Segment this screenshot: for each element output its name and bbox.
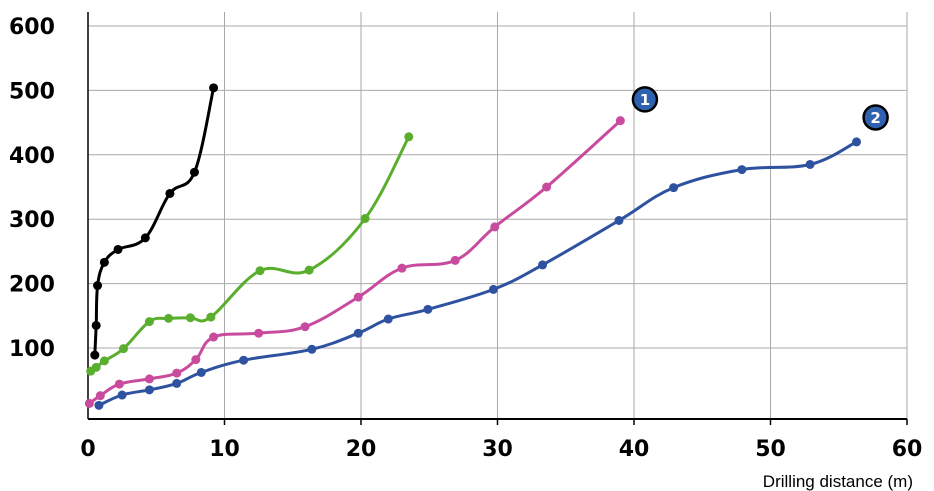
data-point <box>117 390 127 400</box>
data-point <box>423 304 433 314</box>
data-point <box>196 367 206 377</box>
data-point <box>172 378 182 388</box>
data-point <box>353 292 363 302</box>
data-point <box>93 281 103 291</box>
data-point <box>144 385 154 395</box>
series-4 <box>94 137 861 410</box>
series-2 <box>86 132 414 376</box>
data-point <box>239 355 249 365</box>
x-tick-label: 50 <box>755 437 786 462</box>
y-tick-label: 300 <box>9 208 55 233</box>
y-tick-label: 100 <box>9 337 55 362</box>
data-point <box>140 233 150 243</box>
data-point <box>397 263 407 273</box>
data-point <box>164 313 174 323</box>
y-tick-label: 200 <box>9 273 55 298</box>
badge-circle <box>862 104 889 131</box>
x-tick-label: 0 <box>80 437 95 462</box>
y-tick-label: 500 <box>9 79 55 104</box>
data-point <box>118 344 128 354</box>
data-point <box>851 137 861 147</box>
data-point <box>488 284 498 294</box>
data-point <box>165 188 175 198</box>
data-point <box>94 400 104 410</box>
data-point <box>300 322 310 332</box>
y-tick-label: 400 <box>9 144 55 169</box>
y-tick-label: 600 <box>9 15 55 40</box>
data-point <box>113 244 123 254</box>
data-point <box>538 260 548 270</box>
series-line <box>93 86 216 357</box>
data-point <box>669 183 679 193</box>
x-tick-label: 40 <box>619 437 650 462</box>
data-point <box>91 362 101 372</box>
data-point <box>144 317 154 327</box>
badge-label: 1 <box>640 91 650 109</box>
data-point <box>206 312 216 322</box>
data-point <box>304 265 314 275</box>
series-1 <box>90 83 219 360</box>
series-group <box>84 83 861 410</box>
axes <box>87 12 908 425</box>
data-point <box>404 132 414 142</box>
data-point <box>490 222 500 232</box>
data-point <box>450 255 460 265</box>
badge-circle <box>631 86 659 113</box>
data-point <box>91 320 101 330</box>
data-point <box>191 355 201 365</box>
data-point <box>114 379 124 389</box>
data-point <box>95 391 105 401</box>
data-point <box>185 313 195 323</box>
x-tick-label: 10 <box>209 437 240 462</box>
data-point <box>360 214 370 224</box>
data-point <box>805 159 815 169</box>
data-point <box>99 257 109 267</box>
x-tick-label: 30 <box>482 437 513 462</box>
data-point <box>84 398 94 408</box>
x-tick-label: 20 <box>346 437 377 462</box>
data-point <box>353 328 363 338</box>
series-line <box>97 140 858 407</box>
x-tick-label: 60 <box>892 437 923 462</box>
data-point <box>737 165 747 175</box>
annotation-badge-1: 1 <box>631 86 659 113</box>
grid <box>88 12 908 419</box>
data-point <box>542 182 552 192</box>
data-point <box>90 350 100 360</box>
tick-labels: 100 200 300 400 500 600 0 10 20 30 40 50 60 <box>9 15 922 462</box>
data-point <box>255 266 265 276</box>
data-point <box>144 374 154 384</box>
data-point <box>209 332 219 342</box>
data-point <box>307 344 317 354</box>
data-point <box>615 116 625 126</box>
data-point <box>614 215 624 225</box>
data-point <box>383 314 393 324</box>
data-point <box>209 83 219 93</box>
annotation-badge-2: 2 <box>862 104 889 131</box>
data-point <box>189 167 199 177</box>
series-3 <box>84 116 625 408</box>
data-point <box>172 368 182 378</box>
data-point <box>99 356 109 366</box>
data-point <box>254 328 264 338</box>
x-axis-label: Drilling distance (m) <box>763 472 913 491</box>
badge-label: 2 <box>870 109 880 127</box>
annotations: 12 <box>631 86 889 131</box>
